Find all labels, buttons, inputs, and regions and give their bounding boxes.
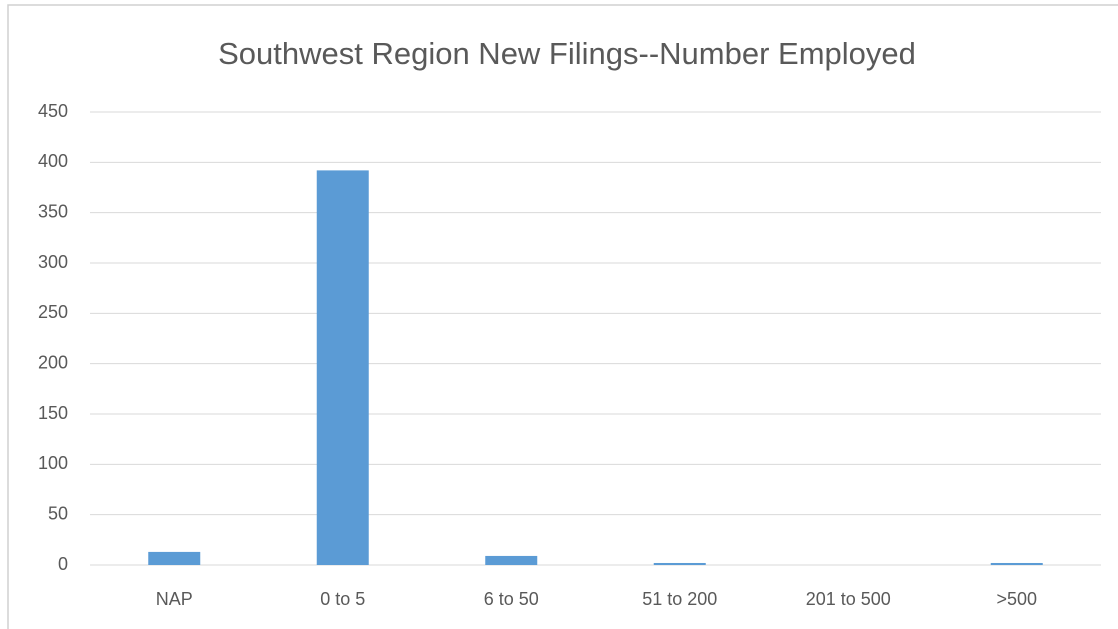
x-tick-label: 6 to 50 (484, 589, 539, 609)
y-tick-label: 300 (38, 252, 68, 272)
x-tick-label: 201 to 500 (806, 589, 891, 609)
y-tick-label: 400 (38, 151, 68, 171)
x-tick-label: >500 (996, 589, 1037, 609)
bar (653, 562, 706, 565)
y-tick-label: 350 (38, 201, 68, 221)
y-tick-label: 100 (38, 453, 68, 473)
chart-frame (7, 4, 1118, 629)
y-tick-label: 250 (38, 302, 68, 322)
bar (485, 555, 538, 565)
y-tick-label: 200 (38, 352, 68, 372)
bar (990, 562, 1043, 565)
y-tick-label: 150 (38, 403, 68, 423)
bar (316, 170, 369, 566)
x-tick-label: 51 to 200 (642, 589, 717, 609)
y-tick-label: 50 (48, 503, 68, 523)
x-tick-label: 0 to 5 (320, 589, 365, 609)
y-tick-label: 0 (58, 554, 68, 574)
x-tick-label: NAP (156, 589, 193, 609)
bar (148, 551, 201, 565)
chart-title: Southwest Region New Filings--Number Emp… (218, 36, 916, 71)
y-tick-label: 450 (38, 101, 68, 121)
